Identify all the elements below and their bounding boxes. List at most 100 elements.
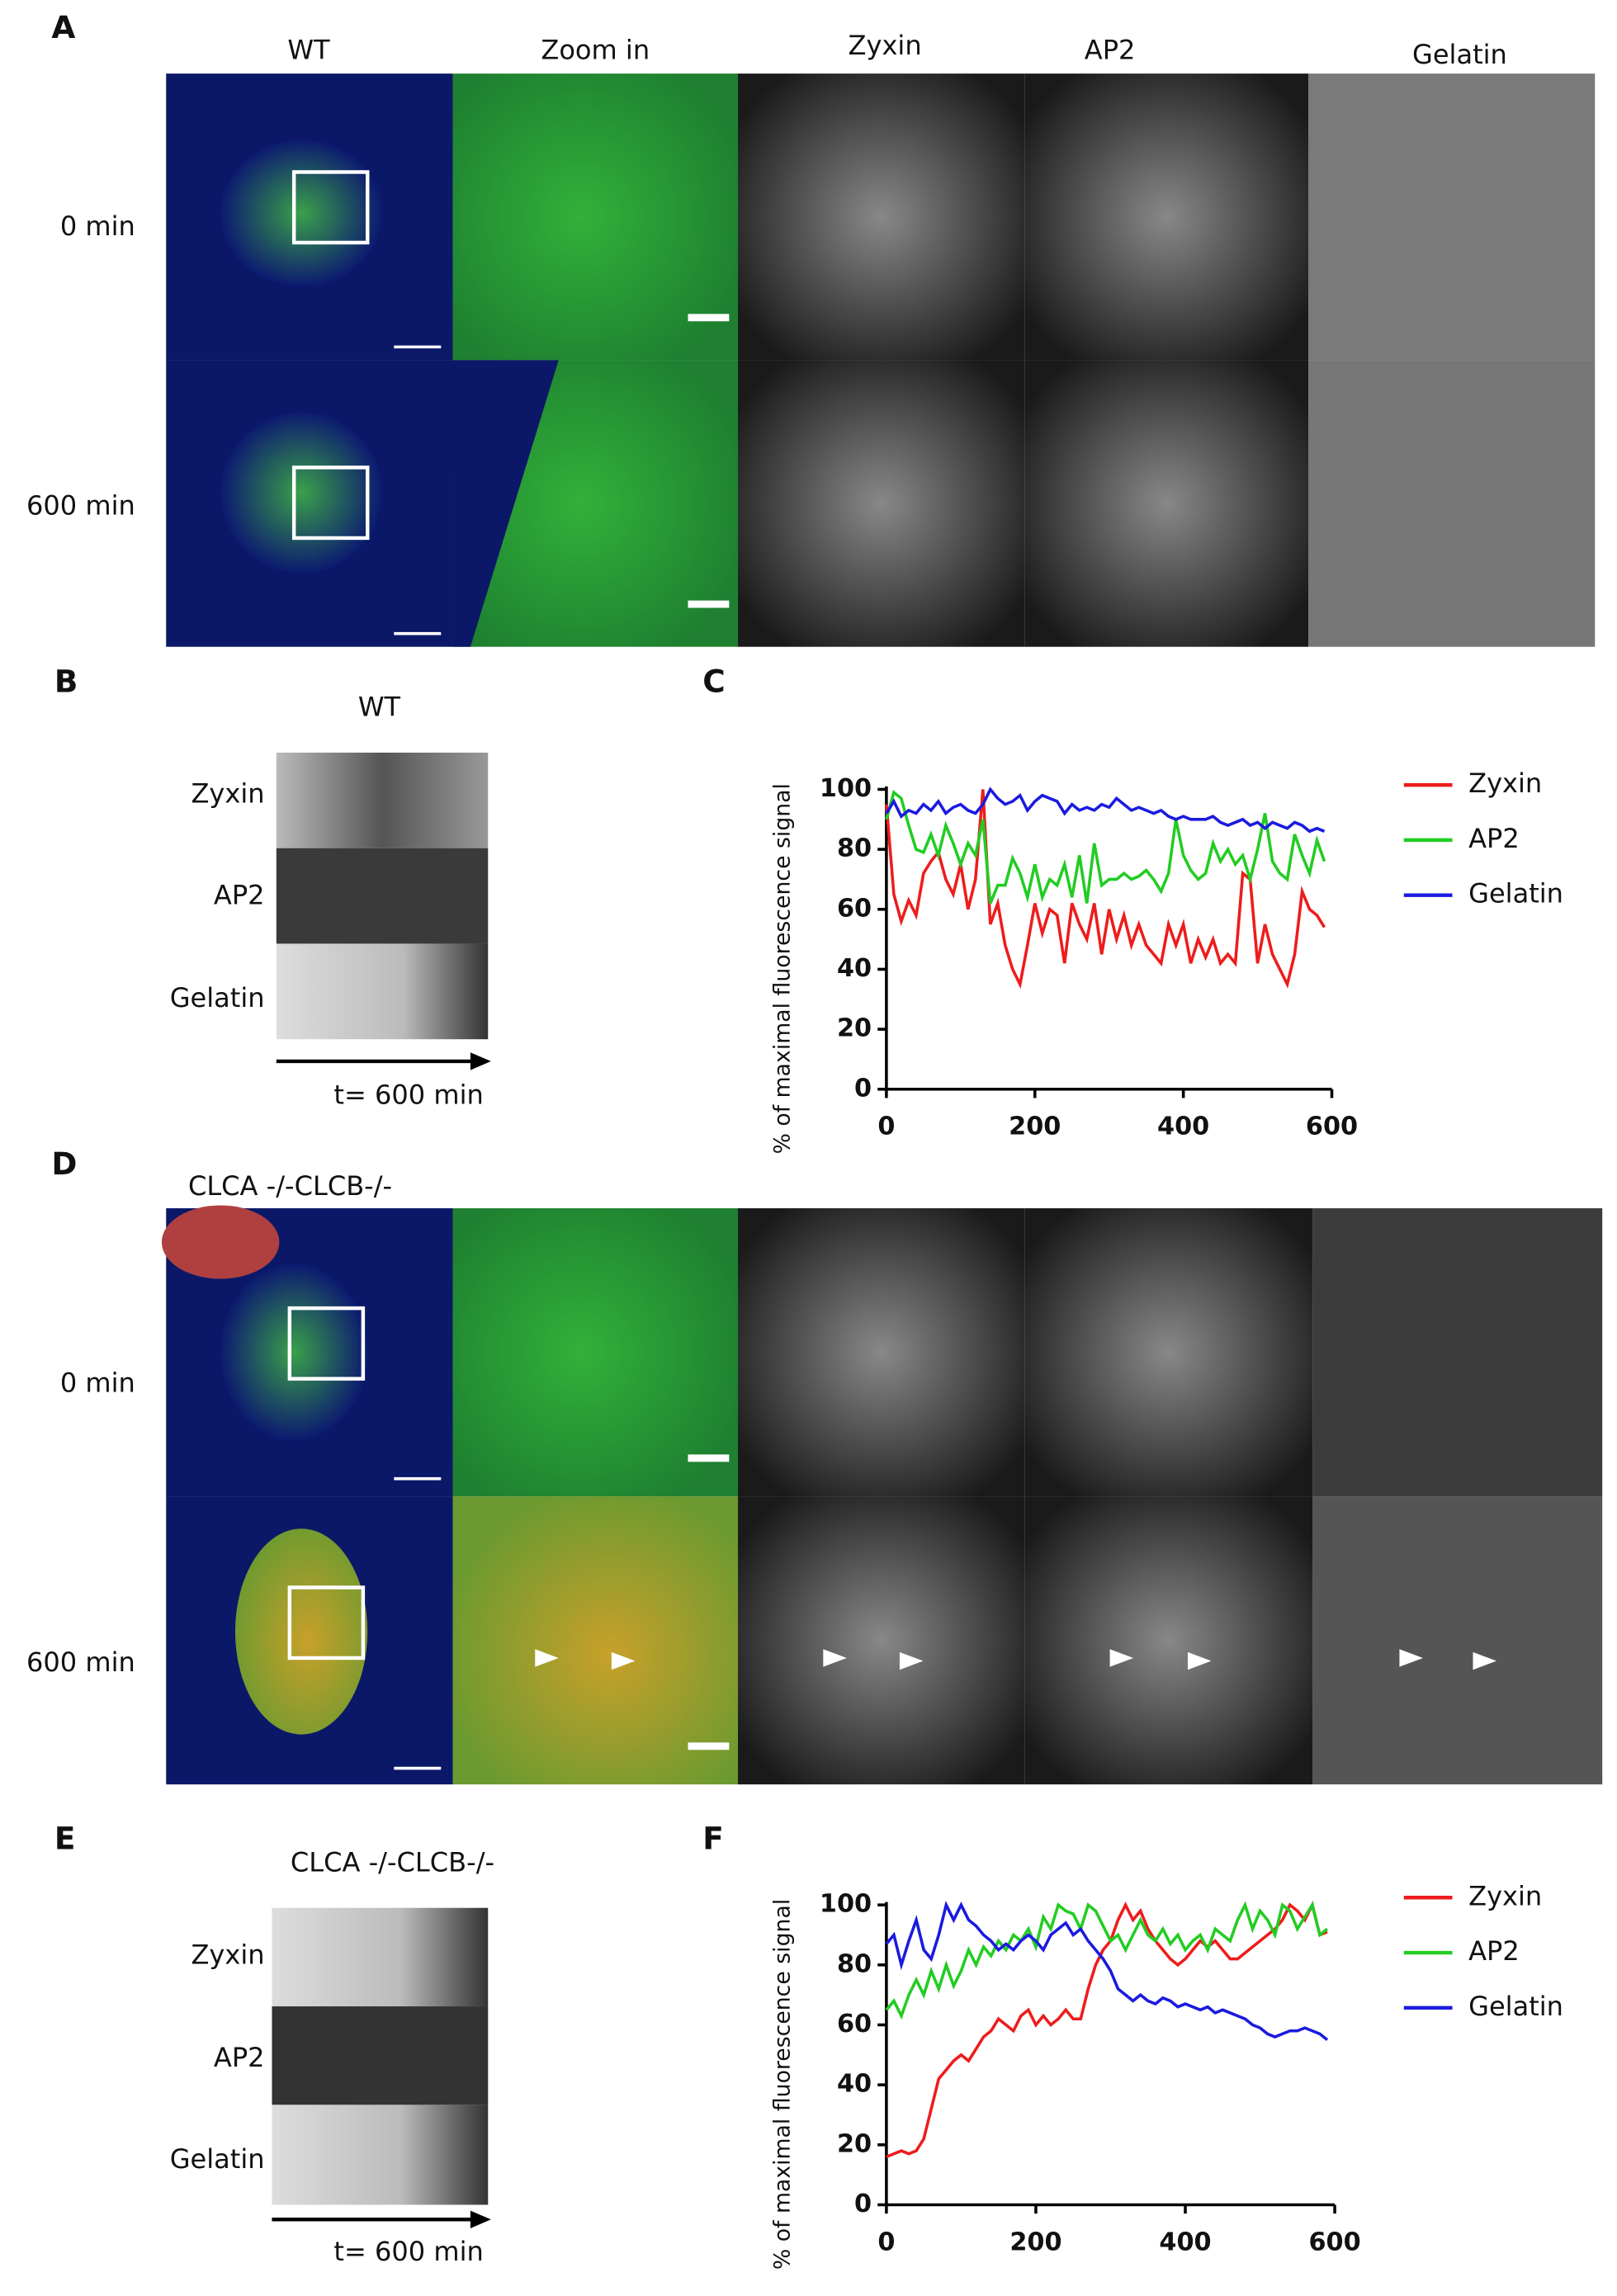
panel-letter: D xyxy=(51,1146,77,1182)
panel-letter: C xyxy=(702,664,725,700)
y-tick-label: 100 xyxy=(820,1890,872,1919)
y-tick-label: 40 xyxy=(837,2070,872,2099)
panel-title: CLCA -/-CLCB-/- xyxy=(188,1170,392,1202)
row-label: Zyxin xyxy=(191,778,264,810)
legend-label: AP2 xyxy=(1468,823,1520,854)
image xyxy=(220,411,383,574)
y-tick-label: 100 xyxy=(820,774,872,803)
zoom-box xyxy=(291,170,370,245)
series-line xyxy=(885,789,1326,990)
kymograph xyxy=(272,2105,489,2205)
y-tick-label: 40 xyxy=(837,954,872,983)
y-tick-label: 0 xyxy=(854,2190,872,2218)
image xyxy=(1312,1208,1603,1497)
image xyxy=(738,73,1025,361)
y-axis-label: % of maximal fluorescence signal xyxy=(770,783,796,1154)
y-tick-label: 20 xyxy=(837,1014,872,1043)
column-header: Zyxin xyxy=(849,30,922,61)
image xyxy=(220,139,383,287)
y-tick-label: 20 xyxy=(837,2129,872,2158)
y-tick-label: 80 xyxy=(837,834,872,863)
y-axis-label: % of maximal fluorescence signal xyxy=(770,1899,796,2270)
legend-label: Gelatin xyxy=(1468,1991,1563,2022)
series-line xyxy=(885,789,1326,905)
image xyxy=(452,73,739,361)
row-label: AP2 xyxy=(214,879,265,910)
panel-title: WT xyxy=(358,692,401,723)
image xyxy=(1308,73,1596,361)
row-label: 600 min xyxy=(26,490,135,522)
row-label: AP2 xyxy=(214,2042,265,2073)
column-header: Zoom in xyxy=(541,34,650,65)
zoom-box xyxy=(291,465,370,541)
series-line xyxy=(885,1901,1329,2020)
image xyxy=(452,360,559,647)
line-chart: 0 20 40 60 80 100 0 200 400 600 % of maximal fluor… xyxy=(770,768,1563,1154)
time-arrow xyxy=(470,2210,491,2228)
y-tick-label: 80 xyxy=(837,1949,872,1978)
image xyxy=(1024,360,1309,647)
panel-a-images xyxy=(166,73,1596,647)
image xyxy=(1024,1496,1313,1785)
kymograph xyxy=(272,2006,489,2105)
kymograph xyxy=(276,848,489,944)
arrowheads xyxy=(535,1649,1496,1670)
column-header: WT xyxy=(287,34,330,65)
y-tick-label: 60 xyxy=(837,2010,872,2039)
x-tick-label: 0 xyxy=(877,1113,895,1141)
series-line xyxy=(885,787,1326,834)
legend-label: Gelatin xyxy=(1468,878,1563,909)
image xyxy=(1308,360,1596,647)
panel-d-images xyxy=(161,1205,1603,1785)
image xyxy=(738,360,1025,647)
time-label: t= 600 min xyxy=(333,2236,483,2267)
kymographs xyxy=(272,752,491,2228)
row-label: Zyxin xyxy=(191,1939,264,1971)
panel-title: CLCA -/-CLCB-/- xyxy=(291,1846,494,1878)
image xyxy=(452,1208,739,1497)
x-tick-label: 0 xyxy=(877,2227,895,2256)
legend-label: Zyxin xyxy=(1468,1880,1542,1911)
time-arrow xyxy=(470,1052,491,1070)
panel-letter: B xyxy=(54,664,78,700)
image xyxy=(1024,1208,1313,1497)
x-tick-label: 200 xyxy=(1009,2227,1061,2256)
x-tick-label: 600 xyxy=(1308,2227,1360,2256)
image xyxy=(452,1496,739,1785)
image xyxy=(220,1264,368,1441)
row-label: Gelatin xyxy=(170,982,265,1013)
kymograph xyxy=(276,943,489,1040)
image xyxy=(738,1208,1025,1497)
series-line xyxy=(885,1901,1329,2042)
kymograph xyxy=(272,1907,489,2007)
y-tick-label: 60 xyxy=(837,894,872,923)
panel-letter: E xyxy=(54,1820,76,1856)
image xyxy=(161,1205,280,1279)
zoom-box xyxy=(287,1306,366,1381)
image xyxy=(1312,1496,1603,1785)
row-label: Gelatin xyxy=(170,2143,265,2175)
legend-label: Zyxin xyxy=(1468,768,1542,799)
kymograph xyxy=(276,752,489,848)
series-line xyxy=(886,1901,1328,2158)
zoom-box xyxy=(287,1585,366,1661)
column-header: Gelatin xyxy=(1412,39,1507,70)
image xyxy=(738,1496,1025,1785)
line-chart: 0 20 40 60 80 100 0 200 400 600 % of maximal fluor… xyxy=(770,1880,1563,2270)
column-header: AP2 xyxy=(1085,34,1136,65)
x-tick-label: 600 xyxy=(1306,1113,1358,1141)
x-tick-label: 200 xyxy=(1009,1113,1061,1141)
image xyxy=(234,1528,368,1735)
image xyxy=(1024,73,1309,361)
panel-letter: F xyxy=(702,1820,724,1856)
x-tick-label: 400 xyxy=(1157,1113,1209,1141)
time-label: t= 600 min xyxy=(333,1079,483,1111)
labels: A WT Zoom in Zyxin AP2 Gelatin 0 min 600… xyxy=(26,9,1507,2267)
x-tick-label: 400 xyxy=(1159,2227,1211,2256)
legend-label: AP2 xyxy=(1468,1935,1520,1967)
panel-letter: A xyxy=(51,9,75,45)
row-label: 0 min xyxy=(60,210,135,242)
row-label: 0 min xyxy=(60,1368,135,1399)
